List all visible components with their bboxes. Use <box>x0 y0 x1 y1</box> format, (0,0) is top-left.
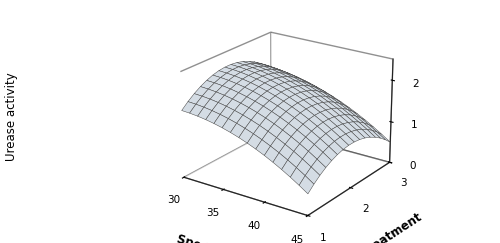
Y-axis label: Treatment: Treatment <box>360 211 426 243</box>
Text: Urease activity: Urease activity <box>5 72 18 161</box>
X-axis label: Speed, rpm: Speed, rpm <box>174 232 252 243</box>
